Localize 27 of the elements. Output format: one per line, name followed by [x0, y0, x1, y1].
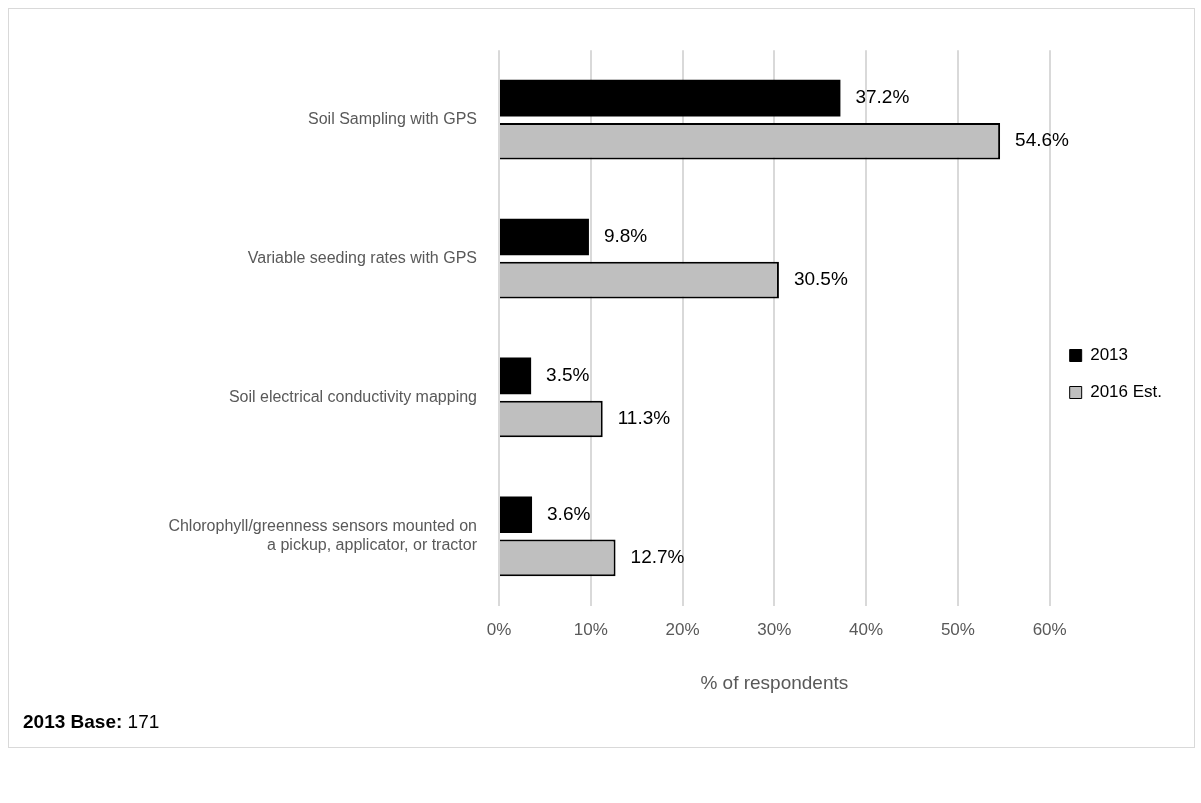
data-label: 54.6%: [1015, 129, 1070, 151]
x-axis-title: % of respondents: [700, 671, 849, 693]
data-label: 9.8%: [603, 225, 648, 247]
y-tick-label: Soil Sampling with GPS: [308, 110, 477, 128]
legend-label: 2013: [1090, 345, 1128, 365]
x-tick-label: 30%: [757, 619, 792, 639]
x-tick-label: 20%: [665, 619, 700, 639]
bar: [500, 357, 532, 395]
y-tick-label: Soil electrical conductivity mapping: [228, 387, 477, 405]
x-tick-label: 0%: [486, 619, 512, 639]
data-label: 30.5%: [793, 268, 848, 290]
bar: [500, 218, 589, 256]
y-tick-label: Variable seeding rates with GPS: [247, 248, 477, 266]
y-tick-label: Chlorophyll/greenness sensors mounted on a pickup, applicator, or tractor: [168, 517, 478, 554]
text: 2013 Base: 171: [23, 711, 160, 732]
bar: [500, 79, 841, 117]
bar: [500, 496, 533, 534]
legend-label: 2016 Est.: [1090, 382, 1162, 402]
data-label: 3.5%: [546, 364, 590, 386]
data-label: 3.6%: [547, 503, 591, 525]
data-label: 11.3%: [617, 407, 671, 429]
x-tick-label: 40%: [849, 619, 884, 639]
x-tick-label: 60%: [1032, 619, 1067, 639]
x-tick-label: 10%: [573, 619, 608, 639]
data-label: 37.2%: [855, 86, 910, 108]
data-label: 12.7%: [630, 546, 685, 568]
x-tick-label: 50%: [940, 619, 975, 639]
